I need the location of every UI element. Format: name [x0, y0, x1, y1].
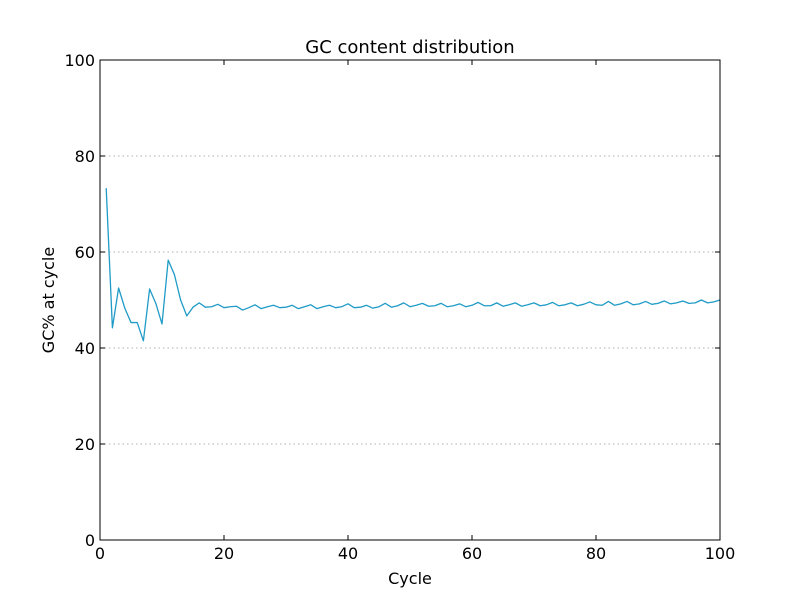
- series-layer: [105, 188, 721, 342]
- tick-marks: [99, 59, 721, 541]
- x-tick-label: 60: [462, 544, 482, 563]
- x-tick-label: 80: [586, 544, 606, 563]
- chart-title: GC content distribution: [305, 37, 514, 58]
- x-tick-label: 100: [705, 544, 736, 563]
- y-tick-labels: 0 20 40 60 80 100: [64, 51, 95, 550]
- x-tick-label: 40: [338, 544, 358, 563]
- x-tick-label: 0: [95, 544, 105, 563]
- y-tick-label: 60: [75, 243, 95, 262]
- x-tick-labels: 0 20 40 60 80 100: [95, 544, 735, 563]
- gc-series-line: [105, 188, 721, 342]
- x-tick-label: 20: [214, 544, 234, 563]
- y-tick-label: 40: [75, 339, 95, 358]
- y-axis-label: GC% at cycle: [39, 247, 58, 353]
- y-tick-label: 0: [85, 531, 95, 550]
- x-axis-label: Cycle: [388, 569, 432, 588]
- plot-area-frame: [99, 59, 721, 541]
- grid-lines: [100, 155, 720, 445]
- y-tick-label: 20: [75, 435, 95, 454]
- y-tick-label: 80: [75, 147, 95, 166]
- y-tick-label: 100: [64, 51, 95, 70]
